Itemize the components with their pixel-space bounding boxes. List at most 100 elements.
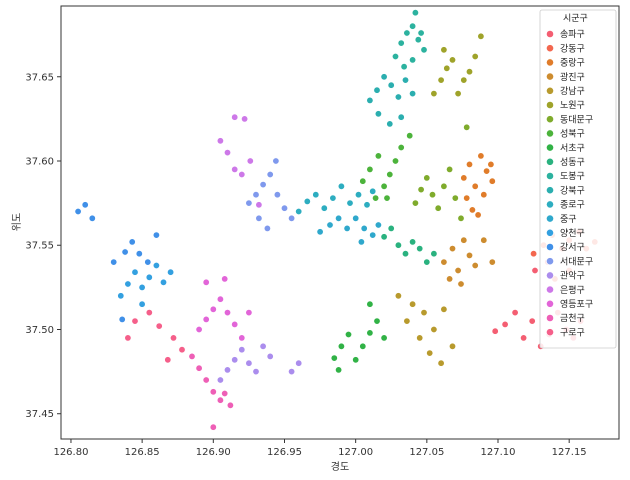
- legend-label: 성북구: [560, 129, 585, 140]
- data-point: [337, 342, 345, 350]
- legend-marker: [546, 214, 554, 223]
- data-point: [352, 356, 360, 364]
- data-point: [387, 81, 395, 89]
- data-point: [209, 305, 217, 313]
- data-point: [491, 327, 499, 335]
- legend-marker: [546, 58, 554, 67]
- data-point: [221, 275, 229, 283]
- data-point: [383, 194, 391, 202]
- legend-label: 강북구: [560, 185, 585, 196]
- legend-marker: [546, 143, 554, 152]
- data-point: [209, 423, 217, 431]
- legend-label: 동대문구: [560, 114, 593, 125]
- legend-title: 시군구: [563, 13, 588, 24]
- data-point: [423, 174, 431, 182]
- data-point: [386, 120, 394, 128]
- data-point: [501, 320, 509, 328]
- legend-marker: [546, 101, 554, 109]
- data-point: [273, 191, 281, 199]
- x-tick-label: 127.10: [481, 447, 516, 458]
- data-point: [380, 233, 388, 241]
- data-point: [255, 214, 263, 222]
- data-point: [380, 182, 388, 190]
- data-point: [231, 356, 239, 364]
- data-point: [326, 221, 334, 229]
- data-point: [202, 315, 210, 323]
- data-point: [226, 401, 234, 409]
- data-point: [440, 258, 448, 266]
- data-point: [369, 187, 377, 195]
- data-point: [224, 309, 232, 317]
- data-point: [160, 278, 168, 286]
- legend-marker: [546, 129, 554, 138]
- data-point: [446, 275, 454, 283]
- legend-label: 서대문구: [560, 256, 593, 267]
- data-point: [221, 389, 229, 397]
- data-point: [312, 191, 320, 199]
- data-point: [178, 346, 186, 354]
- data-point: [457, 214, 465, 222]
- data-point: [195, 325, 203, 333]
- data-point: [238, 334, 246, 342]
- x-axis-title: 경도: [331, 460, 349, 473]
- data-point: [451, 194, 459, 202]
- legend-marker: [546, 115, 554, 124]
- data-point: [480, 236, 488, 244]
- data-point: [145, 309, 153, 317]
- data-point: [188, 352, 196, 360]
- data-point: [360, 224, 368, 232]
- data-point: [483, 167, 491, 175]
- x-tick-label: 126.90: [196, 447, 231, 458]
- data-point: [346, 199, 354, 207]
- data-point: [288, 368, 296, 376]
- data-point: [460, 76, 468, 84]
- data-point: [488, 177, 496, 185]
- legend-marker: [546, 271, 554, 280]
- data-point: [224, 149, 232, 157]
- data-point: [471, 182, 479, 190]
- data-point: [280, 204, 288, 212]
- data-point: [488, 258, 496, 266]
- data-point: [468, 206, 476, 214]
- data-point: [440, 305, 448, 313]
- data-point: [255, 201, 263, 209]
- legend-label: 광진구: [560, 71, 585, 83]
- x-tick-label: 126.85: [125, 447, 160, 458]
- data-point: [373, 86, 381, 94]
- x-tick-label: 127.05: [409, 447, 444, 458]
- legend-marker: [546, 86, 554, 95]
- legend-marker: [546, 299, 554, 308]
- y-axis: 37.45 37.50 37.55 37.60 37.65: [25, 72, 61, 420]
- legend-label: 강서구: [560, 242, 585, 253]
- legend-marker: [546, 257, 554, 266]
- data-point: [457, 280, 465, 288]
- data-point: [124, 334, 132, 342]
- data-point: [403, 29, 411, 37]
- data-point: [394, 93, 402, 101]
- data-point: [170, 334, 178, 342]
- data-point: [528, 317, 536, 325]
- data-point: [138, 283, 146, 291]
- plot-area: [60, 5, 620, 440]
- data-point: [164, 356, 172, 364]
- data-point: [411, 199, 419, 207]
- data-point: [454, 90, 462, 98]
- x-axis: 126.80 126.85 126.90 126.95 127.00 127.05 127.…: [53, 439, 587, 458]
- data-point: [366, 329, 374, 337]
- data-point: [480, 191, 488, 199]
- legend-label: 중랑구: [560, 57, 585, 69]
- data-point: [252, 368, 260, 376]
- data-point: [372, 194, 380, 202]
- data-point: [121, 248, 129, 256]
- data-point: [511, 309, 519, 317]
- legend-label: 금천구: [560, 313, 585, 324]
- data-point: [231, 165, 239, 173]
- data-point: [423, 258, 431, 266]
- data-point: [245, 199, 253, 207]
- legend-marker: [546, 186, 554, 195]
- data-point: [409, 22, 417, 30]
- data-point: [460, 174, 468, 182]
- data-point: [430, 325, 438, 333]
- data-point: [477, 152, 485, 160]
- data-point: [420, 309, 428, 317]
